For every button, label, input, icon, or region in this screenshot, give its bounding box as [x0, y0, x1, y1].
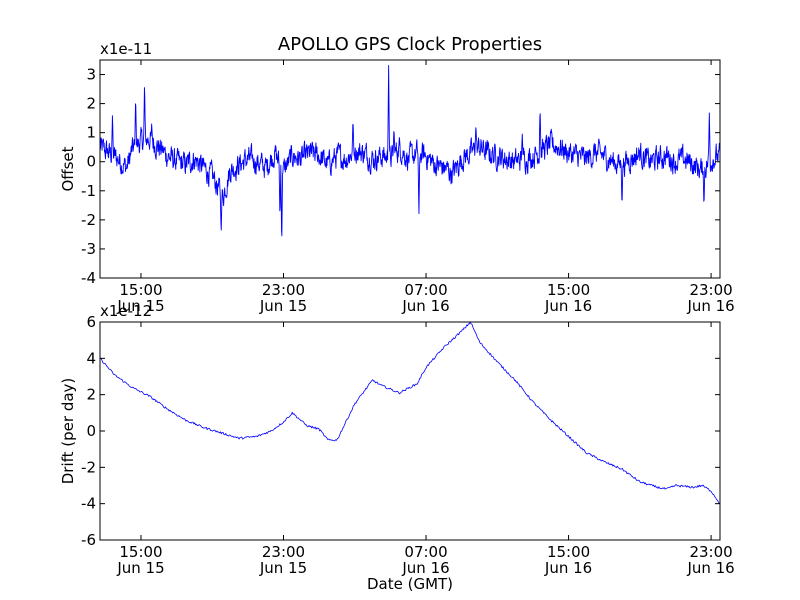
offset-xtick-date-label: Jun 15	[116, 297, 164, 315]
offset-xtick-time-label: 07:00	[404, 281, 447, 299]
offset-series-line	[99, 64, 721, 237]
offset-series-group	[99, 64, 721, 237]
drift-xtick-time-label: 23:00	[689, 543, 732, 561]
drift-ytick-label: -6	[81, 531, 96, 549]
offset-ytick-label: 3	[86, 66, 96, 84]
offset-plot-frame	[99, 59, 721, 279]
drift-xtick-date-label: Jun 15	[259, 559, 307, 577]
offset-ytick-label: -3	[81, 240, 96, 258]
offset-ytick-label: -4	[81, 269, 96, 287]
drift-y-scale-label: x1e-12	[100, 302, 152, 320]
offset-xtick-date-label: Jun 16	[686, 297, 734, 315]
drift-series-group	[99, 321, 721, 504]
offset-xtick-date-label: Jun 15	[259, 297, 307, 315]
figure-title: APOLLO GPS Clock Properties	[278, 34, 542, 55]
drift-ytick-label: 2	[86, 386, 96, 404]
drift-xtick-time-label: 07:00	[404, 543, 447, 561]
offset-ytick-label: -1	[81, 182, 96, 200]
drift-ytick-label: 6	[86, 313, 96, 331]
offset-y-axis-label: Offset	[59, 146, 77, 191]
drift-xtick-date-label: Jun 16	[401, 559, 449, 577]
drift-xtick-date-label: Jun 16	[544, 559, 592, 577]
drift-ytick-label: -4	[81, 495, 96, 513]
offset-ytick-label: 0	[86, 153, 96, 171]
drift-xtick-date-label: Jun 15	[116, 559, 164, 577]
offset-xtick-date-label: Jun 16	[401, 297, 449, 315]
offset-xtick-time-label: 15:00	[547, 281, 590, 299]
offset-ytick-label: 2	[86, 95, 96, 113]
offset-xtick-date-label: Jun 16	[544, 297, 592, 315]
offset-xtick-time-label: 23:00	[262, 281, 305, 299]
drift-y-axis-label: Drift (per day)	[59, 378, 77, 485]
offset-xtick-time-label: 15:00	[119, 281, 162, 299]
drift-series-line	[99, 321, 721, 504]
drift-ytick-label: 0	[86, 422, 96, 440]
drift-x-axis-label: Date (GMT)	[367, 575, 453, 593]
drift-xtick-time-label: 15:00	[547, 543, 590, 561]
drift-ytick-label: -2	[81, 458, 96, 476]
drift-ytick-label: 4	[86, 349, 96, 367]
offset-xtick-time-label: 23:00	[689, 281, 732, 299]
drift-xtick-time-label: 15:00	[119, 543, 162, 561]
offset-ytick-label: 1	[86, 124, 96, 142]
offset-y-scale-label: x1e-11	[100, 40, 152, 58]
drift-xtick-date-label: Jun 16	[686, 559, 734, 577]
drift-xtick-time-label: 23:00	[262, 543, 305, 561]
offset-ytick-label: -2	[81, 211, 96, 229]
